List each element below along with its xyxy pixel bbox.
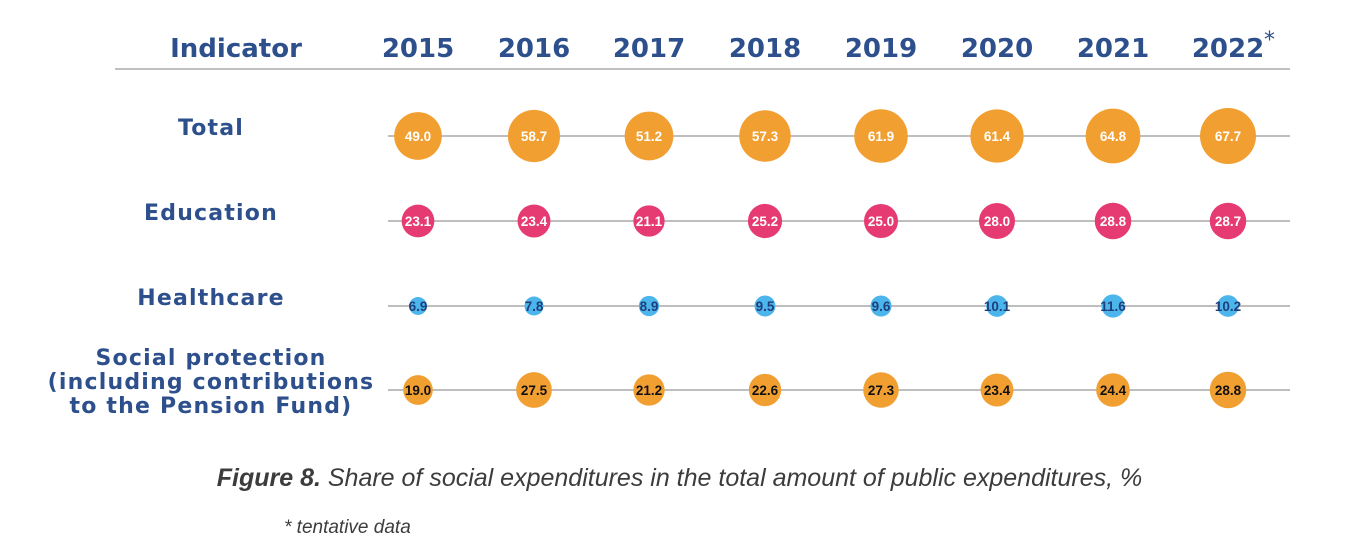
row-label-line: Education	[144, 201, 278, 226]
header-year-2015: 2015	[382, 34, 454, 64]
data-label: 27.3	[868, 383, 895, 398]
data-label: 10.1	[984, 299, 1011, 314]
data-label: 61.9	[868, 129, 894, 144]
bubble	[507, 109, 561, 163]
data-label: 61.4	[984, 129, 1011, 144]
row-label-line: Healthcare	[137, 286, 285, 311]
bubble	[854, 109, 908, 163]
bubble	[633, 205, 665, 237]
bubble	[633, 374, 665, 406]
header-year-2021: 2021	[1077, 34, 1149, 64]
data-label: 22.6	[752, 383, 779, 398]
data-label: 28.8	[1100, 214, 1127, 229]
bubble	[517, 204, 551, 238]
header-year-2018: 2018	[729, 34, 801, 64]
bubble	[516, 372, 552, 408]
bubble	[978, 202, 1016, 240]
data-label: 8.9	[640, 299, 659, 314]
bubble	[863, 203, 899, 239]
row-label-line: Total	[178, 116, 244, 141]
bubble	[754, 295, 776, 317]
row-label-line: Social protection	[95, 346, 326, 371]
bubble	[524, 296, 544, 316]
bubble	[1101, 294, 1125, 318]
footnote: * tentative data	[284, 517, 411, 538]
header-year-2020: 2020	[961, 34, 1033, 64]
data-label: 57.3	[752, 129, 779, 144]
header-indicator: Indicator	[170, 34, 302, 64]
data-label: 67.7	[1215, 129, 1241, 144]
data-label: 7.8	[525, 299, 544, 314]
bubble	[748, 373, 782, 407]
figure-caption-label: Figure 8.	[216, 464, 321, 492]
data-label: 23.4	[521, 214, 548, 229]
data-label: 64.8	[1100, 129, 1127, 144]
data-label: 6.9	[409, 299, 428, 314]
data-label: 28.0	[984, 214, 1010, 229]
data-label: 23.1	[405, 214, 432, 229]
data-label: 28.8	[1215, 383, 1242, 398]
bubble	[986, 295, 1008, 317]
data-label: 27.5	[521, 383, 548, 398]
data-label: 21.2	[636, 383, 662, 398]
data-label: 24.4	[1100, 383, 1127, 398]
bubble	[1200, 108, 1256, 164]
bubble	[638, 295, 660, 317]
bubble	[970, 109, 1024, 163]
header-year-2017: 2017	[613, 34, 685, 64]
bubble	[401, 204, 435, 238]
bubble-chart: Indicator 2015 2016 2017 2018 2019 2020 2021 202…	[48, 28, 1290, 419]
bubble	[1094, 202, 1132, 240]
data-label: 10.2	[1215, 299, 1241, 314]
data-label: 51.2	[636, 129, 662, 144]
bubble	[739, 110, 791, 162]
data-label: 19.0	[405, 383, 431, 398]
bubble	[1096, 373, 1130, 407]
figure-caption-text: Share of social expenditures in the tota…	[320, 464, 1143, 492]
bubble	[1209, 202, 1247, 240]
bubble	[1217, 295, 1239, 317]
row-label-line: to the Pension Fund)	[70, 394, 353, 419]
bubble	[409, 297, 427, 315]
header-year-marker: *	[1264, 28, 1275, 53]
header-year-2022: 2022	[1192, 34, 1264, 64]
data-label: 25.2	[752, 214, 778, 229]
bubble	[747, 203, 783, 239]
data-label: 9.5	[756, 299, 775, 314]
bubble	[403, 375, 433, 405]
data-label: 9.6	[872, 299, 891, 314]
bubble	[1209, 371, 1247, 409]
row-label-line: (including contributions	[48, 370, 375, 395]
header-year-2019: 2019	[845, 34, 917, 64]
data-label: 58.7	[521, 129, 547, 144]
data-label: 11.6	[1100, 299, 1126, 314]
data-label: 28.7	[1215, 214, 1241, 229]
bubble	[863, 372, 899, 408]
figure-caption: Figure 8. Share of social expenditures i…	[0, 464, 1359, 493]
data-label: 21.1	[636, 214, 663, 229]
data-label: 25.0	[868, 214, 894, 229]
data-label: 49.0	[405, 129, 431, 144]
bubble	[624, 111, 674, 161]
data-label: 23.4	[984, 383, 1011, 398]
bubble	[980, 373, 1014, 407]
header-year-2016: 2016	[498, 34, 570, 64]
bubble	[870, 295, 892, 317]
bubble	[1085, 108, 1141, 164]
bubble	[394, 112, 442, 160]
